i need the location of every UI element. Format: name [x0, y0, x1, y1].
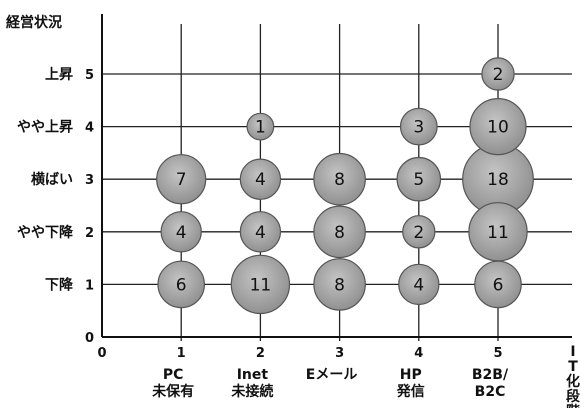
x-category-label: Eメール — [306, 367, 358, 383]
bubble-value-label: 11 — [487, 223, 509, 243]
x-axis-title-char: 階 — [566, 403, 580, 408]
x-category-label-line: 発信 — [396, 383, 425, 400]
bubble-value-label: 4 — [255, 170, 266, 190]
x-tick-label: 4 — [414, 346, 423, 361]
y-category-label: 下降 — [45, 276, 74, 293]
x-category-label-line: B2C — [475, 384, 506, 400]
x-tick-label: 5 — [493, 346, 502, 361]
bubble — [469, 97, 527, 156]
x-axis-title-char: I — [570, 344, 575, 360]
axes — [101, 14, 572, 338]
bubble-value-label: 5 — [413, 170, 424, 190]
x-axis-title: IT化段階 — [566, 344, 580, 408]
x-category-label: HP 発信 — [396, 367, 425, 400]
bubble — [399, 107, 438, 146]
bubble-value-label: 4 — [413, 275, 424, 295]
bubble — [246, 112, 275, 141]
bubble — [239, 211, 282, 253]
x-category-label: PC 未保有 — [152, 367, 194, 400]
bubble-value-label: 7 — [176, 170, 187, 190]
bubble-value-label: 4 — [176, 223, 187, 243]
bubble — [398, 263, 440, 306]
bubble — [313, 152, 366, 206]
y-tick-label: 5 — [85, 68, 94, 83]
bubble — [474, 260, 522, 309]
y-tick-label: 4 — [85, 121, 94, 136]
x-category-label-line: 未保有 — [152, 383, 194, 400]
bubble-value-label: 6 — [493, 275, 504, 295]
bubble — [481, 57, 515, 91]
x-category-label-line: Inet — [237, 367, 269, 383]
bubble-value-label: 6 — [176, 275, 187, 295]
x-tick-label: 3 — [335, 346, 344, 361]
bubble-value-label: 18 — [487, 170, 509, 190]
bubble — [402, 215, 436, 249]
x-tick-label: 0 — [97, 346, 106, 361]
bubble-value-label: 4 — [255, 223, 266, 243]
x-category-label-line: B2B/ — [472, 367, 509, 383]
x-tick-label: 2 — [256, 346, 265, 361]
bubble — [157, 260, 206, 309]
bubble — [156, 154, 207, 205]
x-axis-title-char: 段 — [566, 388, 580, 405]
bubble-value-label: 1 — [255, 118, 266, 138]
x-category-label-line: Eメール — [306, 367, 358, 383]
bubble — [160, 211, 202, 253]
bubble-value-label: 2 — [493, 65, 504, 85]
x-category-label-line: 未接続 — [231, 383, 273, 400]
y-category-label: やや下降 — [17, 224, 74, 241]
bubble-value-label: 8 — [334, 275, 345, 295]
x-axis-title-char: T — [568, 359, 578, 375]
bubble — [396, 156, 442, 202]
bubble-value-label: 2 — [413, 223, 424, 243]
y-axis-title: 経営状況 — [6, 14, 62, 31]
y-tick-label: 0 — [85, 331, 94, 346]
bubble — [230, 254, 291, 315]
x-category-label: B2B/B2C — [472, 367, 509, 400]
x-category-label-line: PC — [163, 367, 184, 383]
x-category-label-line: HP — [400, 367, 422, 383]
x-axis-title-char: 化 — [566, 373, 580, 390]
y-tick-label: 2 — [85, 226, 94, 241]
bubble-value-label: 11 — [250, 275, 272, 295]
x-tick-label: 1 — [177, 346, 186, 361]
y-category-label: 上昇 — [45, 67, 73, 83]
bubble-value-label: 8 — [334, 170, 345, 190]
bubbles — [156, 57, 534, 315]
bubble — [239, 158, 282, 200]
y-category-label: 横ばい — [31, 171, 73, 188]
bubble-value-label: 8 — [334, 223, 345, 243]
y-tick-label: 1 — [85, 278, 94, 293]
bubble-value-label: 10 — [487, 118, 509, 138]
y-category-label: やや上昇 — [17, 120, 73, 136]
x-category-label: Inet 未接続 — [231, 367, 273, 400]
bubble — [313, 205, 366, 259]
y-tick-label: 3 — [85, 173, 94, 188]
bubble — [313, 258, 366, 311]
bubble-value-label: 3 — [413, 118, 424, 138]
